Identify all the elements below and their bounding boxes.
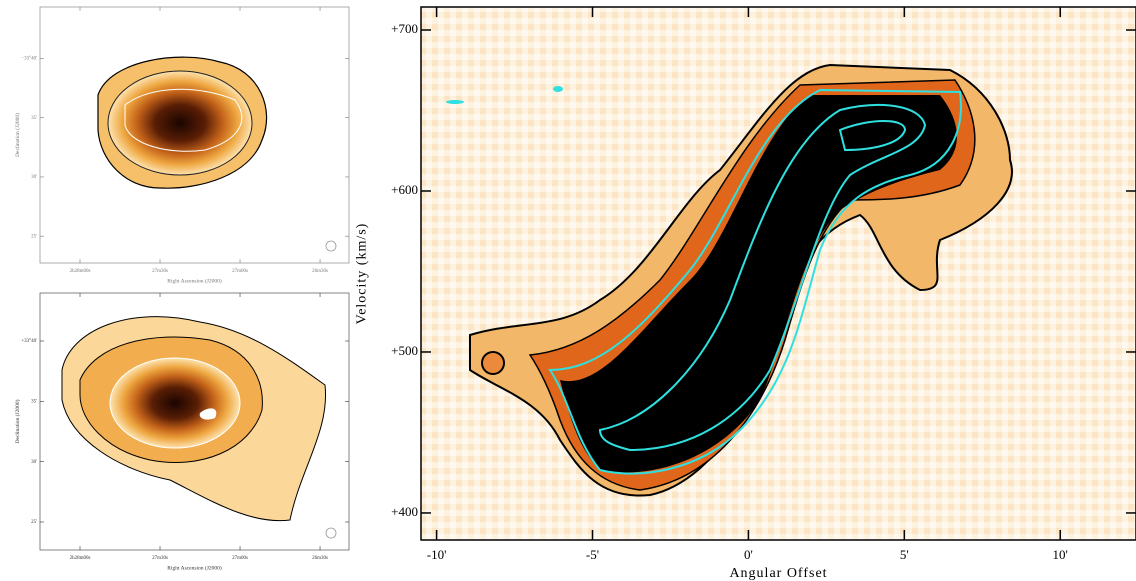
x-tick-label: 27m30s	[152, 269, 168, 274]
y-tick-label: +400	[391, 504, 418, 519]
y-tick-label: 35'	[31, 400, 37, 405]
x-axis-label: Right Ascension (J2000)	[167, 277, 222, 284]
map-bottom	[40, 293, 349, 550]
x-tick-label: -5'	[586, 547, 599, 562]
x-tick-label: -10'	[427, 547, 447, 562]
y-axis-label: Declination (J2000)	[14, 399, 21, 443]
x-tick-label: 0'	[744, 547, 753, 562]
x-tick-label: 2h28m00s	[70, 556, 91, 561]
plot-frame	[420, 6, 1136, 541]
x-tick-label: 10'	[1053, 547, 1068, 562]
x-tick-label: 2h28m00s	[70, 269, 91, 274]
y-tick-label: +33°40'	[21, 339, 37, 344]
plot-frame	[39, 292, 350, 551]
y-tick-label: +700	[391, 21, 418, 36]
x-axis-label: Right Ascension (J2000)	[167, 564, 222, 571]
plot-frame	[39, 6, 350, 264]
map-top	[40, 7, 349, 263]
x-tick-label: 26m30s	[312, 269, 328, 274]
y-axis-label: Declination (J2000)	[14, 113, 21, 157]
y-tick-label: +600	[391, 182, 418, 197]
x-tick-label: 5'	[900, 547, 909, 562]
x-tick-label: 27m30s	[152, 556, 168, 561]
x-tick-label: 26m30s	[312, 556, 328, 561]
y-tick-label: 25'	[31, 234, 37, 239]
y-tick-label: 35'	[31, 116, 37, 121]
y-tick-label: −33°40'	[21, 57, 37, 62]
x-axis-label: Angular Offset	[729, 566, 827, 581]
y-tick-label: 30'	[31, 460, 37, 465]
x-tick-label: 27m00s	[232, 269, 248, 274]
x-tick-label: 27m00s	[232, 556, 248, 561]
y-tick-label: +500	[391, 343, 418, 358]
pv-diagram	[421, 7, 1136, 540]
y-axis-label: Velocity (km/s)	[355, 223, 370, 325]
y-tick-label: 30'	[31, 175, 37, 180]
y-tick-label: 25'	[31, 520, 37, 525]
